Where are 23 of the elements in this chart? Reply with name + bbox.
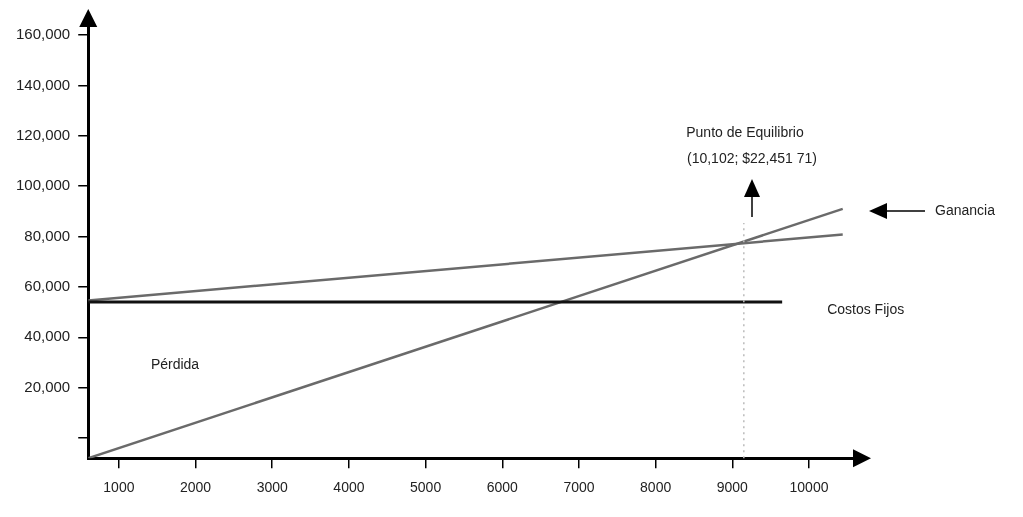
annotation: (10,102; $22,451 71) [687, 149, 817, 166]
x-tick-label: 4000 [333, 479, 365, 496]
y-tick-label: 20,000 [24, 377, 71, 395]
y-tick-label: 140,000 [15, 75, 71, 93]
x-tick-label: 10000 [789, 479, 829, 496]
annotation: Punto de Equilibrio [686, 123, 804, 140]
annotation: Pérdida [150, 355, 200, 372]
x-tick-label: 3000 [256, 479, 289, 496]
x-tick-label: 6000 [486, 479, 519, 496]
x-tick-label: 7000 [563, 479, 595, 496]
y-tick-label: 120,000 [15, 125, 71, 143]
y-tick-label: 80,000 [24, 226, 71, 244]
y-tick-label: 40,000 [24, 327, 71, 345]
x-tick-label: 2000 [179, 479, 212, 496]
text: Costos Fijos [827, 300, 905, 317]
y-tick-label: 100,000 [15, 176, 71, 194]
y-tick-label: 60,000 [24, 277, 71, 295]
text: Ganancia [935, 201, 996, 218]
x-tick-label: 1000 [103, 479, 135, 496]
y-tick-label: 160,000 [15, 25, 71, 43]
x-tick-label: 9000 [716, 479, 749, 496]
x-tick-label: 5000 [410, 479, 442, 496]
x-tick-label: 8000 [640, 479, 672, 496]
